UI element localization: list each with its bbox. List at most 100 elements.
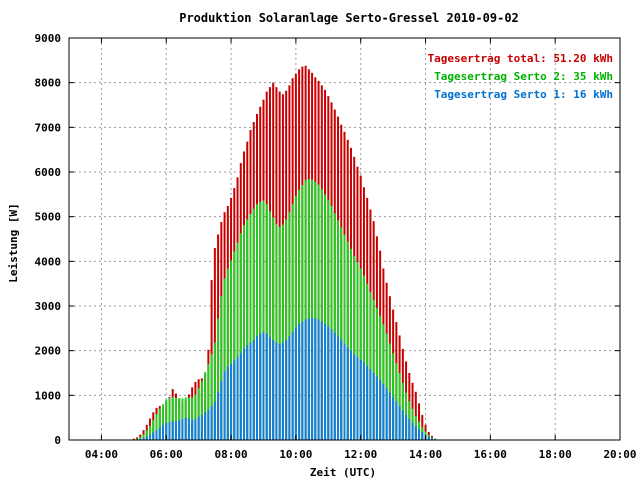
bar-serto1 (324, 323, 327, 440)
bar-serto2 (174, 398, 177, 440)
bar-serto2 (168, 398, 171, 440)
bar-serto2 (320, 189, 323, 440)
y-tick-label: 4000 (35, 255, 62, 268)
bar-serto1 (362, 362, 365, 440)
bar-serto1 (249, 342, 252, 440)
bar-serto1 (330, 329, 333, 440)
bar-serto2 (178, 398, 181, 440)
bar-serto1 (320, 321, 323, 440)
y-tick-label: 8000 (35, 77, 62, 90)
x-tick-label: 06:00 (150, 448, 183, 461)
bar-serto1 (337, 336, 340, 440)
bar-serto2 (161, 404, 164, 440)
bar-serto2 (349, 248, 352, 440)
bar-serto2 (223, 278, 226, 440)
bar-serto2 (204, 372, 207, 440)
bar-serto1 (307, 318, 310, 440)
bar-serto2 (210, 354, 213, 440)
bar-serto1 (278, 343, 281, 440)
bar-serto2 (340, 227, 343, 440)
bar-serto2 (324, 194, 327, 440)
bar-serto1 (421, 431, 424, 440)
bar-serto1 (149, 434, 152, 440)
bar-serto2 (343, 234, 346, 440)
bar-serto1 (197, 416, 200, 440)
y-tick-label: 5000 (35, 211, 62, 224)
bar-serto2 (139, 437, 142, 440)
bar-serto2 (272, 217, 275, 440)
bar-serto1 (291, 331, 294, 440)
bar-serto1 (207, 409, 210, 440)
bar-serto2 (262, 200, 265, 440)
bar-serto1 (155, 430, 158, 440)
bar-serto1 (178, 420, 181, 440)
bar-serto1 (359, 359, 362, 440)
y-axis-label: Leistung [W] (7, 203, 20, 282)
bar-serto1 (294, 327, 297, 440)
bar-serto1 (304, 319, 307, 440)
bar-serto2 (388, 343, 391, 440)
tick-labels: 04:00 06:00 08:00 10:00 12:00 14:00 16:00 18:00… (35, 32, 637, 461)
bar-serto1 (431, 438, 434, 440)
bar-serto2 (136, 438, 139, 440)
bar-serto1 (181, 419, 184, 440)
plot-frame (68, 37, 621, 441)
y-tick-label: 2000 (35, 345, 62, 358)
x-axis-label: Zeit (UTC) (310, 466, 376, 479)
bar-serto1 (191, 419, 194, 440)
bar-serto1 (174, 421, 177, 440)
legend-entry-serto2: Tagesertrag Serto 2: 35 kWh (434, 70, 613, 83)
y-tick-label: 7000 (35, 121, 62, 134)
bar-serto1 (427, 436, 430, 440)
bar-serto1 (301, 321, 304, 440)
bar-serto2 (252, 208, 255, 440)
bar-serto1 (343, 343, 346, 440)
bar-serto2 (304, 180, 307, 441)
bar-serto2 (379, 315, 382, 440)
bar-serto2 (194, 394, 197, 440)
bar-serto2 (314, 181, 317, 440)
bar-serto1 (268, 337, 271, 440)
bar-serto1 (346, 347, 349, 440)
bar-serto1 (385, 388, 388, 440)
bar-serto1 (314, 318, 317, 440)
bar-serto1 (259, 333, 262, 440)
bar-serto2 (382, 324, 385, 440)
bar-serto2 (330, 205, 333, 440)
axes (68, 37, 621, 441)
legend: Tagesertrag total: 51.20 kWh Tagesertrag… (428, 52, 613, 101)
bar-serto1 (395, 401, 398, 440)
bar-serto1 (288, 336, 291, 440)
bar-serto2 (268, 211, 271, 440)
bar-serto1 (418, 429, 421, 440)
bar-serto2 (217, 318, 220, 440)
x-tick-label: 14:00 (409, 448, 442, 461)
x-tick-label: 12:00 (344, 448, 377, 461)
bar-serto1 (217, 391, 220, 440)
bar-serto1 (411, 422, 414, 440)
bar-serto1 (165, 423, 168, 440)
bar-serto1 (369, 369, 372, 440)
bar-serto2 (249, 213, 252, 440)
bar-serto1 (298, 323, 301, 440)
bar-serto1 (171, 421, 174, 440)
bar-serto2 (233, 251, 236, 440)
bar-serto2 (333, 213, 336, 440)
bar-serto1 (233, 360, 236, 440)
x-tick-label: 16:00 (474, 448, 507, 461)
bar-serto2 (353, 255, 356, 440)
bar-serto1 (285, 339, 288, 440)
bar-serto2 (375, 307, 378, 440)
bar-serto2 (200, 381, 203, 440)
bar-serto1 (194, 419, 197, 440)
bar-serto1 (145, 436, 148, 440)
bar-serto2 (220, 296, 223, 440)
bar-serto2 (359, 268, 362, 440)
bar-serto2 (239, 233, 242, 440)
bar-serto2 (346, 241, 349, 440)
bar-serto2 (294, 196, 297, 440)
bar-serto1 (382, 384, 385, 440)
bar-serto1 (392, 397, 395, 440)
bar-serto2 (207, 364, 210, 440)
